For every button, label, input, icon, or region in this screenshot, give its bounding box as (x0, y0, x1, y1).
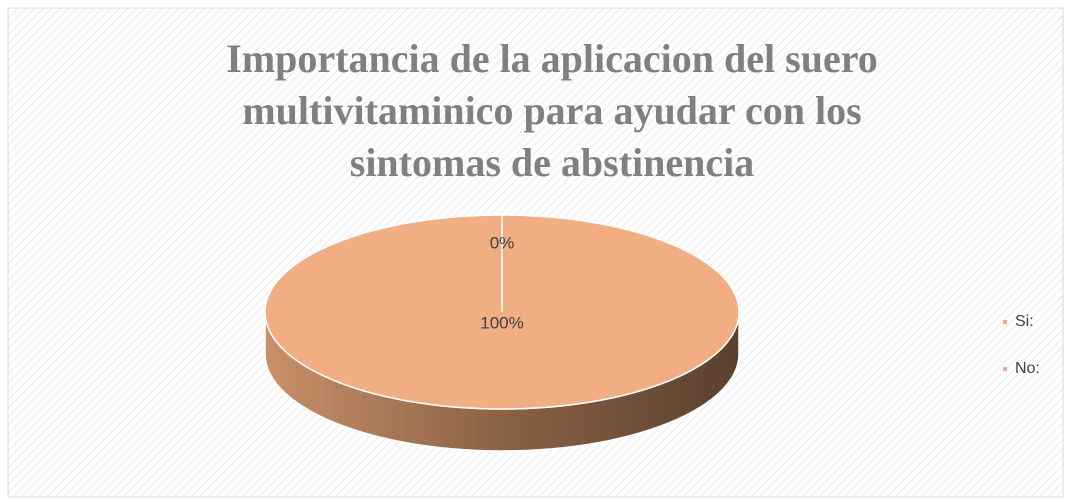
legend-label: No: (1015, 360, 1040, 377)
data-label: 0% (490, 234, 515, 253)
chart-title: Importancia de la aplicacion del suero mu… (226, 36, 877, 185)
legend-marker (1003, 320, 1007, 324)
legend-label: Si: (1015, 313, 1034, 330)
data-label: 100% (480, 313, 523, 332)
legend-marker (1003, 367, 1007, 371)
